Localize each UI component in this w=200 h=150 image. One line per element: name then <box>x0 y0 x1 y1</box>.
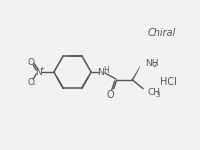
Text: O: O <box>27 58 34 67</box>
Text: O: O <box>107 90 115 100</box>
Text: N: N <box>98 68 104 76</box>
Text: NH: NH <box>145 59 159 68</box>
Text: O: O <box>27 78 34 87</box>
Text: N: N <box>35 68 42 76</box>
Text: H: H <box>103 66 109 75</box>
Text: 3: 3 <box>155 92 159 98</box>
Text: +: + <box>39 66 44 71</box>
Text: ⁻: ⁻ <box>33 81 37 90</box>
Polygon shape <box>132 66 140 80</box>
Text: Chiral: Chiral <box>148 28 176 38</box>
Text: HCl: HCl <box>160 77 177 87</box>
Text: CH: CH <box>147 88 160 97</box>
Text: 2: 2 <box>152 62 156 68</box>
